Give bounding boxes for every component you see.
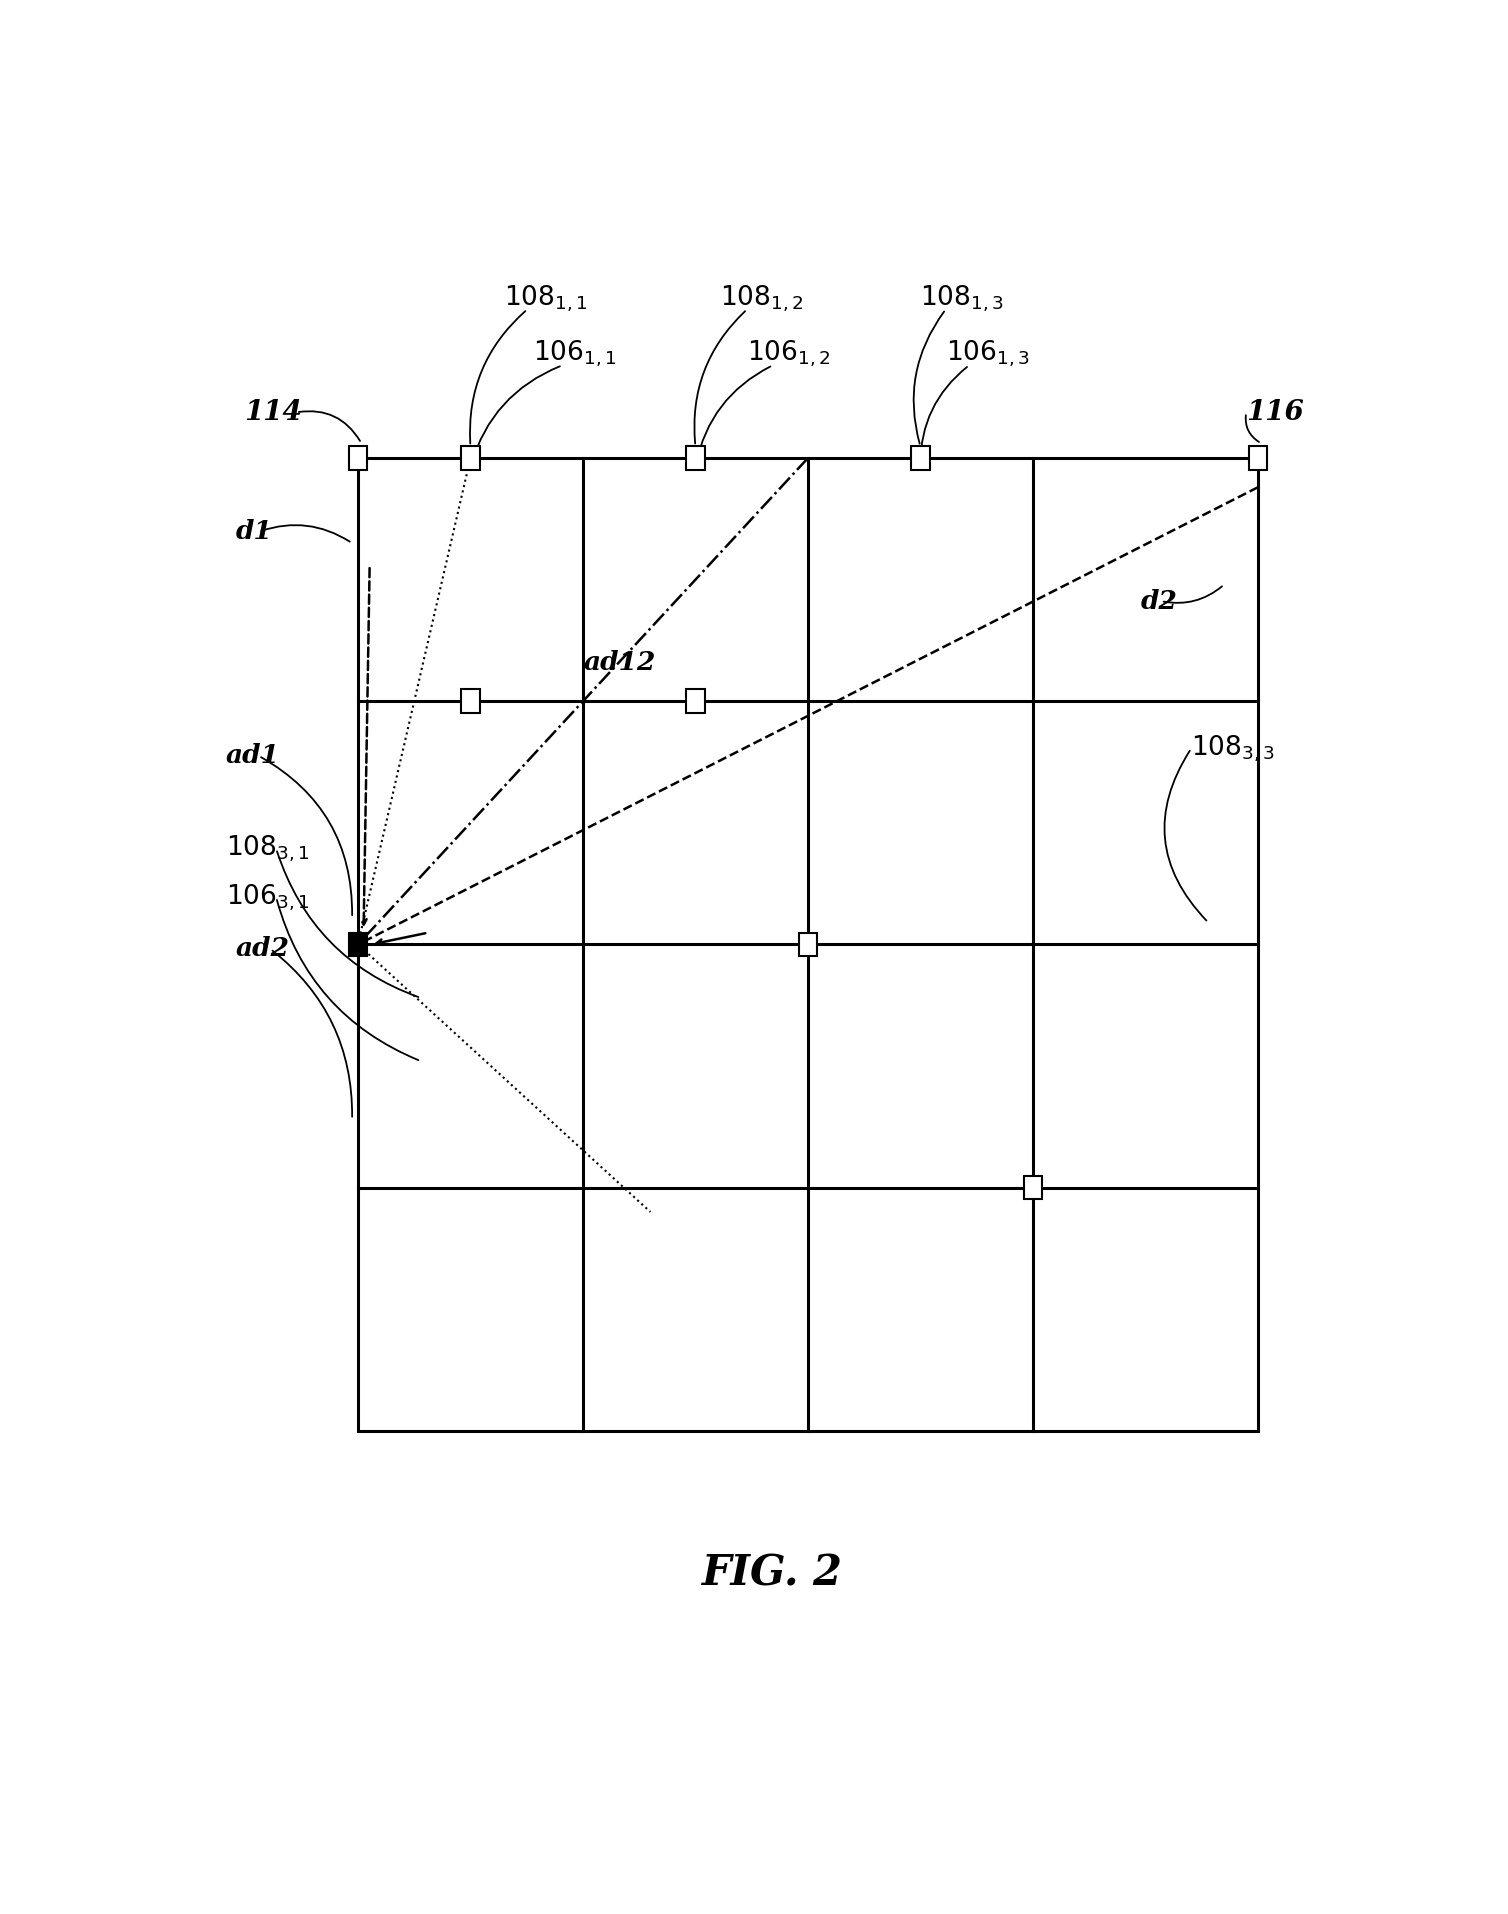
Text: ad2: ad2: [235, 936, 290, 961]
Text: ad1: ad1: [226, 743, 280, 768]
Bar: [686, 689, 704, 714]
Bar: [348, 446, 368, 471]
Text: 116: 116: [1246, 398, 1304, 427]
Text: $106_{1,2}$: $106_{1,2}$: [746, 339, 831, 369]
Text: ad12: ad12: [584, 651, 656, 676]
Bar: [461, 446, 480, 471]
Bar: [1024, 1175, 1042, 1200]
Text: $106_{1,1}$: $106_{1,1}$: [534, 339, 617, 369]
Text: $108_{1,1}$: $108_{1,1}$: [504, 283, 588, 314]
Text: 114: 114: [244, 398, 302, 427]
Text: d2: d2: [1142, 590, 1178, 614]
Text: $108_{1,2}$: $108_{1,2}$: [721, 283, 804, 314]
Text: $108_{3,1}$: $108_{3,1}$: [226, 833, 309, 863]
Text: $108_{3,3}$: $108_{3,3}$: [1191, 733, 1276, 764]
Text: d1: d1: [235, 519, 271, 544]
Bar: [799, 932, 817, 957]
Text: FIG. 2: FIG. 2: [703, 1552, 843, 1594]
Bar: [911, 446, 930, 471]
Bar: [686, 446, 704, 471]
Bar: [461, 689, 480, 714]
Bar: [348, 932, 368, 957]
Bar: [1249, 446, 1267, 471]
Text: $108_{1,3}$: $108_{1,3}$: [920, 283, 1004, 314]
Text: $106_{1,3}$: $106_{1,3}$: [946, 339, 1030, 369]
Bar: [357, 457, 1258, 1432]
Text: $106_{3,1}$: $106_{3,1}$: [226, 882, 309, 913]
